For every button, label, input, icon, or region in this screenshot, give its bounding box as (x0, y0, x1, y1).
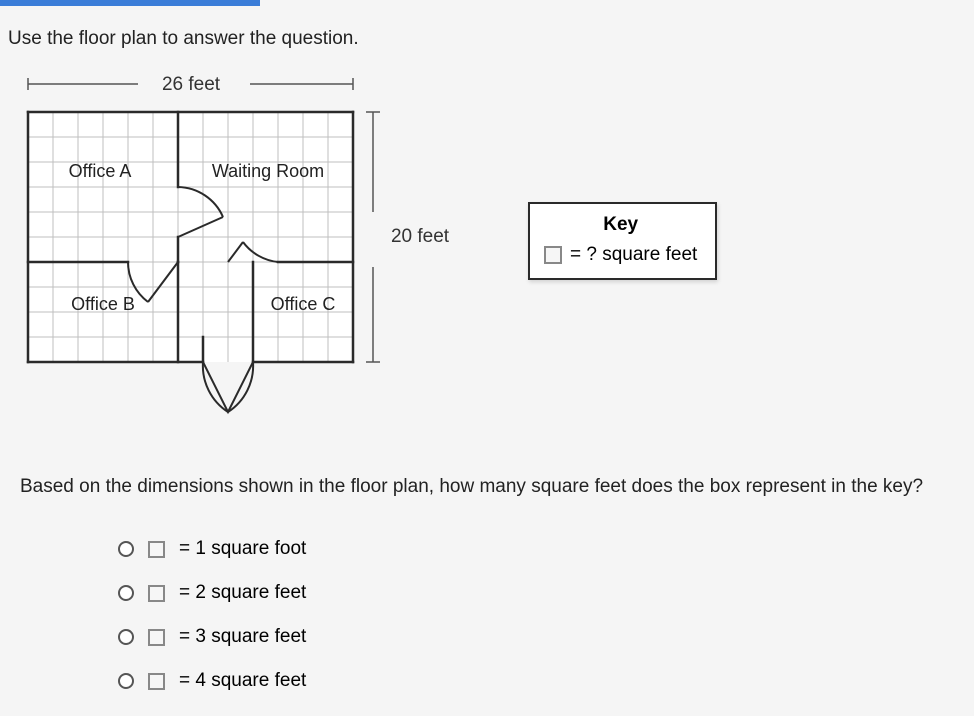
radio-icon (118, 673, 134, 689)
floorplan-figure: 26 feet 20 feet (8, 72, 468, 432)
option-square-icon (148, 673, 165, 690)
key-line: = ? square feet (544, 244, 697, 266)
height-label: 20 feet (391, 226, 450, 247)
floorplan-svg: 26 feet 20 feet (8, 72, 468, 442)
key-square-icon (544, 246, 562, 264)
label-waiting-room: Waiting Room (212, 161, 324, 181)
option-label: = 3 square feet (179, 626, 306, 648)
option-2[interactable]: = 2 square feet (118, 582, 966, 604)
label-office-a: Office A (69, 161, 132, 181)
width-label: 26 feet (162, 74, 221, 95)
option-label: = 4 square feet (179, 670, 306, 692)
key-container: Key = ? square feet (528, 202, 717, 280)
option-label: = 2 square feet (179, 582, 306, 604)
option-square-icon (148, 541, 165, 558)
radio-icon (118, 541, 134, 557)
content-area: Use the floor plan to answer the questio… (0, 0, 974, 692)
option-4[interactable]: = 4 square feet (118, 670, 966, 692)
radio-icon (118, 585, 134, 601)
option-1[interactable]: = 1 square foot (118, 538, 966, 560)
height-dimension (366, 112, 380, 362)
option-square-icon (148, 629, 165, 646)
radio-icon (118, 629, 134, 645)
key-text: = ? square feet (570, 244, 697, 266)
top-accent-bar (0, 0, 260, 6)
figure-row: 26 feet 20 feet (8, 72, 966, 432)
question-text: Based on the dimensions shown in the flo… (8, 476, 966, 498)
option-3[interactable]: = 3 square feet (118, 626, 966, 648)
option-square-icon (148, 585, 165, 602)
key-title: Key (544, 214, 697, 236)
instruction-text: Use the floor plan to answer the questio… (8, 28, 966, 50)
key-box: Key = ? square feet (528, 202, 717, 280)
answer-options: = 1 square foot = 2 square feet = 3 squa… (8, 538, 966, 692)
label-office-c: Office C (271, 294, 336, 314)
label-office-b: Office B (71, 294, 135, 314)
option-label: = 1 square foot (179, 538, 306, 560)
